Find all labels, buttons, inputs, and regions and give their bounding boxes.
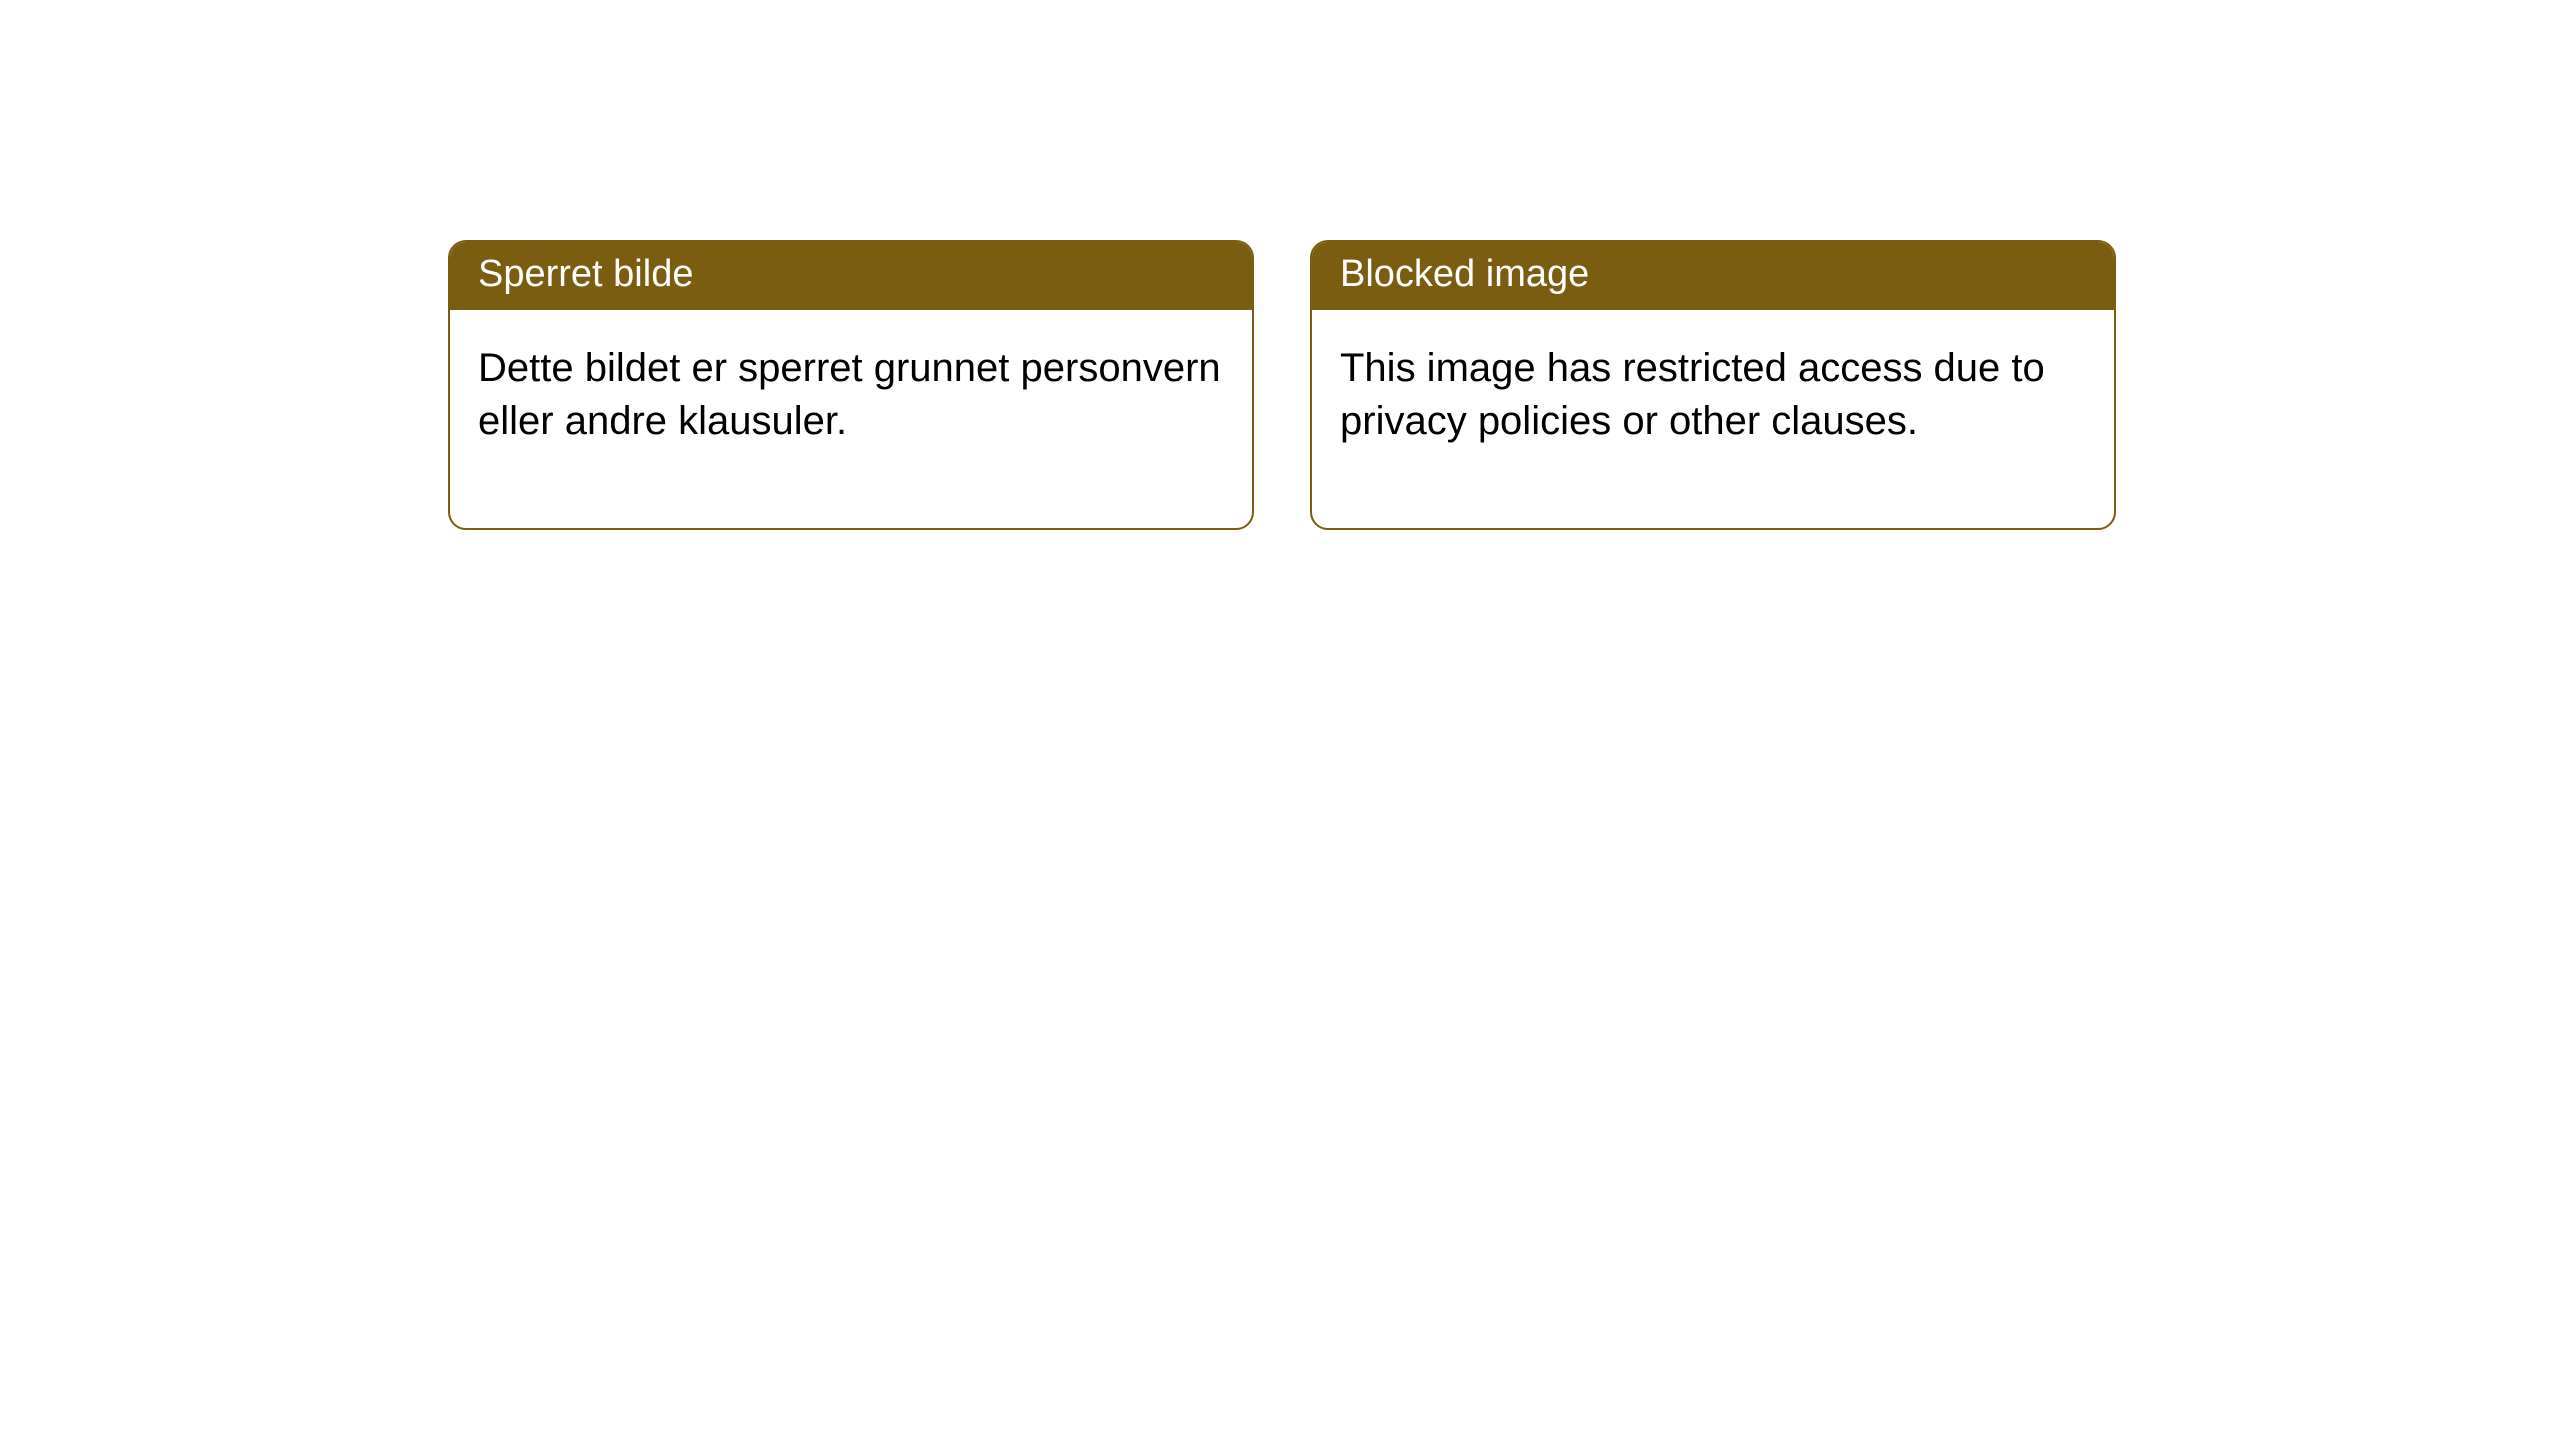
card-body-text: Dette bildet er sperret grunnet personve…: [478, 346, 1221, 443]
card-title: Blocked image: [1340, 253, 1589, 295]
card-header: Blocked image: [1312, 242, 2114, 310]
notice-cards-container: Sperret bilde Dette bildet er sperret gr…: [448, 240, 2116, 530]
card-body-text: This image has restricted access due to …: [1340, 346, 2045, 443]
notice-card-norwegian: Sperret bilde Dette bildet er sperret gr…: [448, 240, 1254, 530]
card-header: Sperret bilde: [450, 242, 1252, 310]
card-body: Dette bildet er sperret grunnet personve…: [450, 310, 1252, 528]
notice-card-english: Blocked image This image has restricted …: [1310, 240, 2116, 530]
card-body: This image has restricted access due to …: [1312, 310, 2114, 528]
card-title: Sperret bilde: [478, 253, 693, 295]
